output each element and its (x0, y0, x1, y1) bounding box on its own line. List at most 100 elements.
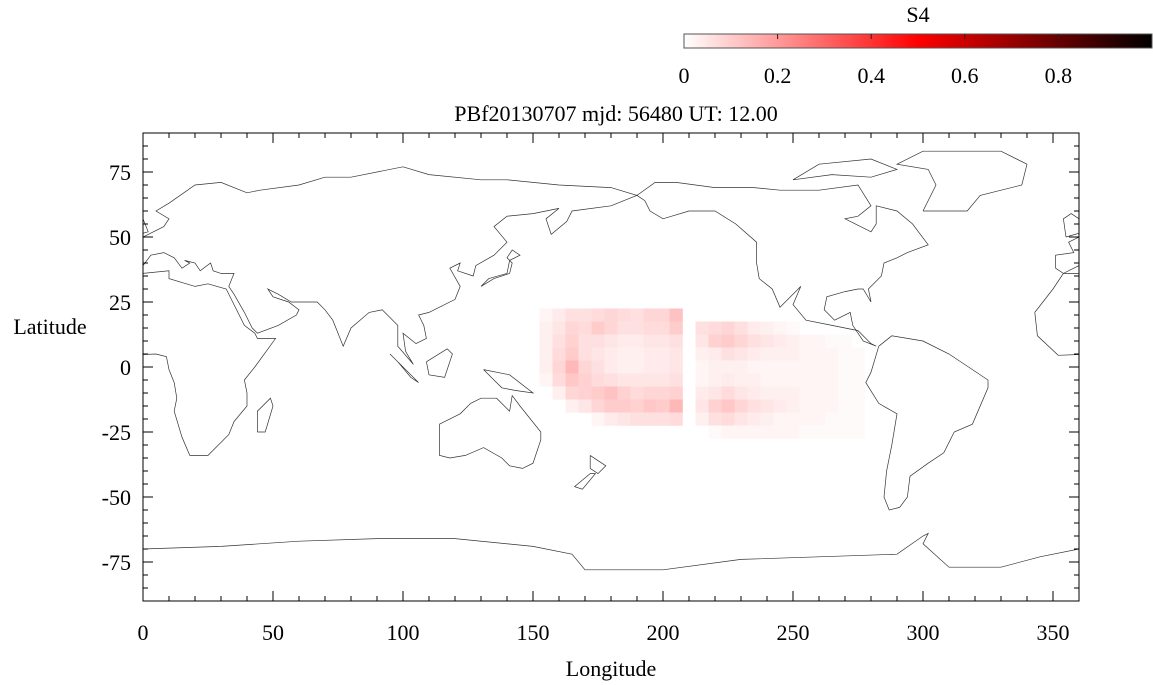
heatmap-cell (799, 386, 813, 400)
heatmap-cell (656, 360, 670, 374)
heatmap-cell (760, 412, 774, 426)
heatmap-cell (747, 399, 761, 413)
coastline-nz_n (589, 455, 607, 475)
heatmap-cell (708, 334, 722, 348)
heatmap-cell (851, 373, 865, 387)
heatmap-cell (604, 334, 618, 348)
heatmap-cell (812, 425, 826, 439)
heatmap-cell (539, 334, 553, 348)
heatmap-cell (656, 412, 670, 426)
heatmap-cell (656, 399, 670, 413)
heatmap-cell (617, 360, 631, 374)
heatmap-cell (643, 412, 657, 426)
heatmap-cell (786, 399, 800, 413)
coastline-samerica (0, 336, 52, 510)
heatmap-cell (812, 334, 826, 348)
heatmap-cell (773, 412, 787, 426)
heatmap-cell (669, 412, 683, 426)
heatmap-cell (799, 373, 813, 387)
y-tick-label: -25 (102, 420, 131, 445)
heatmap-cell (643, 360, 657, 374)
heatmap-cell (825, 334, 839, 348)
heatmap-cell (734, 412, 748, 426)
y-tick-label: 25 (109, 290, 131, 315)
heatmap-cell (773, 373, 787, 387)
heatmap-cell (825, 386, 839, 400)
heatmap-cell (656, 373, 670, 387)
coastline-australia (439, 394, 542, 469)
heatmap-cell (578, 373, 592, 387)
coastline-uk (143, 218, 149, 234)
x-tick-label: 100 (387, 620, 420, 645)
y-tick-label: 75 (109, 160, 131, 185)
heatmap-cell (825, 360, 839, 374)
heatmap-cell (695, 347, 709, 361)
heatmap-cell (630, 321, 644, 335)
heatmap-cell (734, 321, 748, 335)
heatmap-cell (630, 308, 644, 322)
heatmap-cell (578, 386, 592, 400)
heatmap-cell (604, 321, 618, 335)
heatmap-cell (838, 412, 852, 426)
x-tick-label: 350 (1037, 620, 1070, 645)
heatmap-cell (747, 373, 761, 387)
heatmap-cell (565, 334, 579, 348)
heatmap-cell (812, 373, 826, 387)
heatmap-cell (721, 334, 735, 348)
heatmap-cell (591, 373, 605, 387)
heatmap-cell (695, 373, 709, 387)
heatmap-cell (799, 425, 813, 439)
heatmap-cell (734, 347, 748, 361)
heatmap-cell (656, 308, 670, 322)
heatmap-cell (630, 373, 644, 387)
y-tick-labels: 75 50 25 0 -25 -50 -75 (102, 160, 131, 575)
heatmap-cell (786, 412, 800, 426)
heatmap-cell (721, 412, 735, 426)
heatmap-cell (656, 321, 670, 335)
coastline-samerica (865, 335, 989, 511)
heatmap-cell (552, 386, 566, 400)
heatmap-cell (617, 386, 631, 400)
s4-heatmap (539, 308, 865, 439)
heatmap-cell (604, 386, 618, 400)
coastline-nz_s (573, 473, 597, 490)
coastlines (0, 150, 1079, 571)
heatmap-cell (786, 425, 800, 439)
heatmap-cell (734, 373, 748, 387)
heatmap-cell (708, 373, 722, 387)
heatmap-cell (695, 321, 709, 335)
heatmap-cell (695, 399, 709, 413)
heatmap-cell (812, 347, 826, 361)
coastline-sumatra (389, 353, 419, 383)
heatmap-cell (643, 321, 657, 335)
heatmap-cell (539, 347, 553, 361)
heatmap-cell (734, 425, 748, 439)
heatmap-cell (825, 373, 839, 387)
heatmap-cell (630, 360, 644, 374)
heatmap-cell (773, 425, 787, 439)
colorbar (683, 33, 1153, 49)
heatmap-cell (838, 373, 852, 387)
heatmap-cell (617, 412, 631, 426)
heatmap-cell (708, 347, 722, 361)
coastline-borneo (426, 348, 453, 378)
heatmap-cell (617, 321, 631, 335)
heatmap-cell (604, 308, 618, 322)
heatmap-cell (565, 321, 579, 335)
heatmap-cell (591, 360, 605, 374)
heatmap-cell (604, 412, 618, 426)
heatmap-cell (708, 360, 722, 374)
heatmap-cell (760, 386, 774, 400)
heatmap-cell (656, 347, 670, 361)
heatmap-cell (747, 334, 761, 348)
coastline-antarctica (143, 532, 1079, 571)
heatmap-cell (838, 399, 852, 413)
coastline-eurasia (1055, 236, 1079, 274)
colorbar-tick-label: 0.4 (857, 63, 885, 88)
heatmap-cell (747, 386, 761, 400)
heatmap-cell (851, 425, 865, 439)
colorbar-label: S4 (906, 2, 929, 27)
heatmap-cell (643, 334, 657, 348)
heatmap-cell (578, 347, 592, 361)
